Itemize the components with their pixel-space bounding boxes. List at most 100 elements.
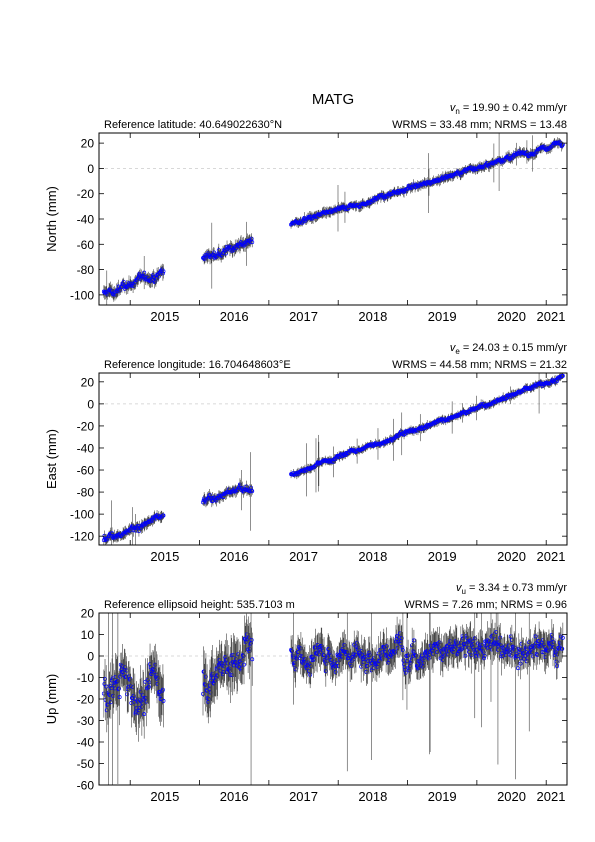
data-point: [121, 279, 126, 284]
x-tick-label: 2019: [428, 549, 457, 564]
data-point: [367, 650, 372, 655]
data-point: [220, 253, 225, 258]
data-point: [117, 686, 122, 691]
y-tick-label: -60: [77, 238, 95, 252]
x-tick-label: 2017: [289, 309, 318, 324]
y-tick-label: -10: [77, 671, 95, 685]
data-point: [403, 670, 408, 675]
x-tick-label: 2021: [537, 309, 566, 324]
data-point: [250, 489, 255, 494]
panel-up: Reference ellipsoid height: 535.7103 m WR…: [44, 582, 568, 804]
data-point: [249, 236, 254, 241]
x-tick-label: 2018: [358, 309, 387, 324]
data-point: [125, 692, 130, 697]
data-point: [551, 640, 556, 644]
data-point: [242, 662, 246, 667]
x-tick-label: 2021: [537, 789, 566, 804]
y-tick-label: -20: [77, 693, 95, 707]
x-tick-label: 2019: [428, 789, 457, 804]
y-tick-label: -120: [70, 530, 94, 544]
data-point: [355, 640, 360, 645]
data-point: [250, 657, 255, 662]
x-tick-label: 2015: [150, 309, 179, 324]
data-series: [101, 613, 565, 785]
panel-north: Reference latitude: 40.649022630°N WRMS =…: [44, 102, 568, 324]
data-point: [405, 654, 410, 659]
y-tick-label: -40: [77, 213, 95, 227]
data-point: [203, 674, 208, 679]
y-tick-label: 0: [87, 650, 94, 664]
y-tick-label: -100: [70, 508, 94, 522]
velocity-label: ve = 24.03 ± 0.15 mm/yr: [450, 342, 568, 356]
data-point: [482, 656, 486, 661]
data-point: [160, 267, 165, 272]
y-axis-label: East (mm): [44, 429, 59, 489]
data-point: [504, 396, 508, 401]
data-point: [142, 270, 147, 275]
data-point: [103, 677, 107, 681]
y-tick-label: -20: [77, 187, 95, 201]
data-point: [365, 664, 370, 669]
x-tick-label: 2016: [220, 549, 249, 564]
data-point: [161, 513, 166, 518]
y-tick-label: 20: [81, 375, 95, 389]
data-point: [476, 406, 481, 411]
data-point: [161, 698, 166, 703]
data-point: [121, 282, 126, 287]
data-point: [498, 635, 503, 640]
y-tick-label: -30: [77, 714, 95, 728]
y-tick-label: -50: [77, 757, 95, 771]
y-tick-label: -40: [77, 441, 95, 455]
data-point: [560, 635, 565, 640]
data-point: [249, 485, 254, 490]
x-tick-label: 2018: [358, 789, 387, 804]
data-point: [308, 672, 313, 677]
y-tick-label: -100: [70, 288, 94, 302]
data-point: [117, 695, 122, 700]
data-series: [101, 133, 565, 305]
data-point: [146, 685, 151, 690]
x-tick-label: 2019: [428, 309, 457, 324]
rms-stats: WRMS = 33.48 mm; NRMS = 13.48: [392, 119, 567, 131]
velocity-value: = 3.34 ± 0.73 mm/yr: [466, 582, 567, 594]
data-point: [212, 250, 217, 255]
velocity-symbol: v: [456, 582, 463, 594]
x-tick-label: 2017: [289, 549, 318, 564]
velocity-label: vu = 3.34 ± 0.73 mm/yr: [456, 582, 567, 596]
y-tick-label: 20: [81, 607, 95, 621]
data-point: [290, 649, 295, 654]
data-point: [161, 269, 166, 274]
x-tick-label: 2018: [358, 549, 387, 564]
data-point: [482, 654, 487, 658]
data-point: [151, 274, 156, 279]
panels: Reference latitude: 40.649022630°N WRMS =…: [44, 102, 568, 804]
y-tick-label: 10: [81, 628, 95, 642]
data-point: [506, 643, 511, 648]
data-point: [136, 529, 141, 534]
y-tick-label: -80: [77, 486, 95, 500]
y-tick-label: -20: [77, 419, 95, 433]
data-point: [408, 661, 413, 665]
data-point: [463, 653, 468, 658]
rms-stats: WRMS = 7.26 mm; NRMS = 0.96: [404, 599, 567, 611]
data-series: [101, 373, 565, 545]
data-point: [362, 652, 367, 657]
velocity-subscript: e: [455, 347, 460, 356]
data-point: [518, 661, 523, 666]
data-point: [249, 488, 254, 493]
y-tick-label: -60: [77, 779, 95, 793]
data-point: [480, 643, 485, 647]
panel-east: Reference longitude: 16.704648603°E WRMS …: [44, 342, 568, 564]
x-tick-label: 2016: [220, 309, 249, 324]
plot-frame: [98, 372, 568, 546]
data-point: [560, 373, 565, 378]
reference-label: Reference longitude: 16.704648603°E: [104, 359, 291, 371]
velocity-label: vn = 19.90 ± 0.42 mm/yr: [450, 102, 568, 116]
x-tick-label: 2016: [220, 789, 249, 804]
data-point: [250, 240, 255, 245]
x-tick-label: 2015: [150, 549, 179, 564]
data-point: [333, 669, 338, 674]
x-tick-label: 2020: [497, 549, 526, 564]
y-tick-label: 20: [81, 137, 95, 151]
